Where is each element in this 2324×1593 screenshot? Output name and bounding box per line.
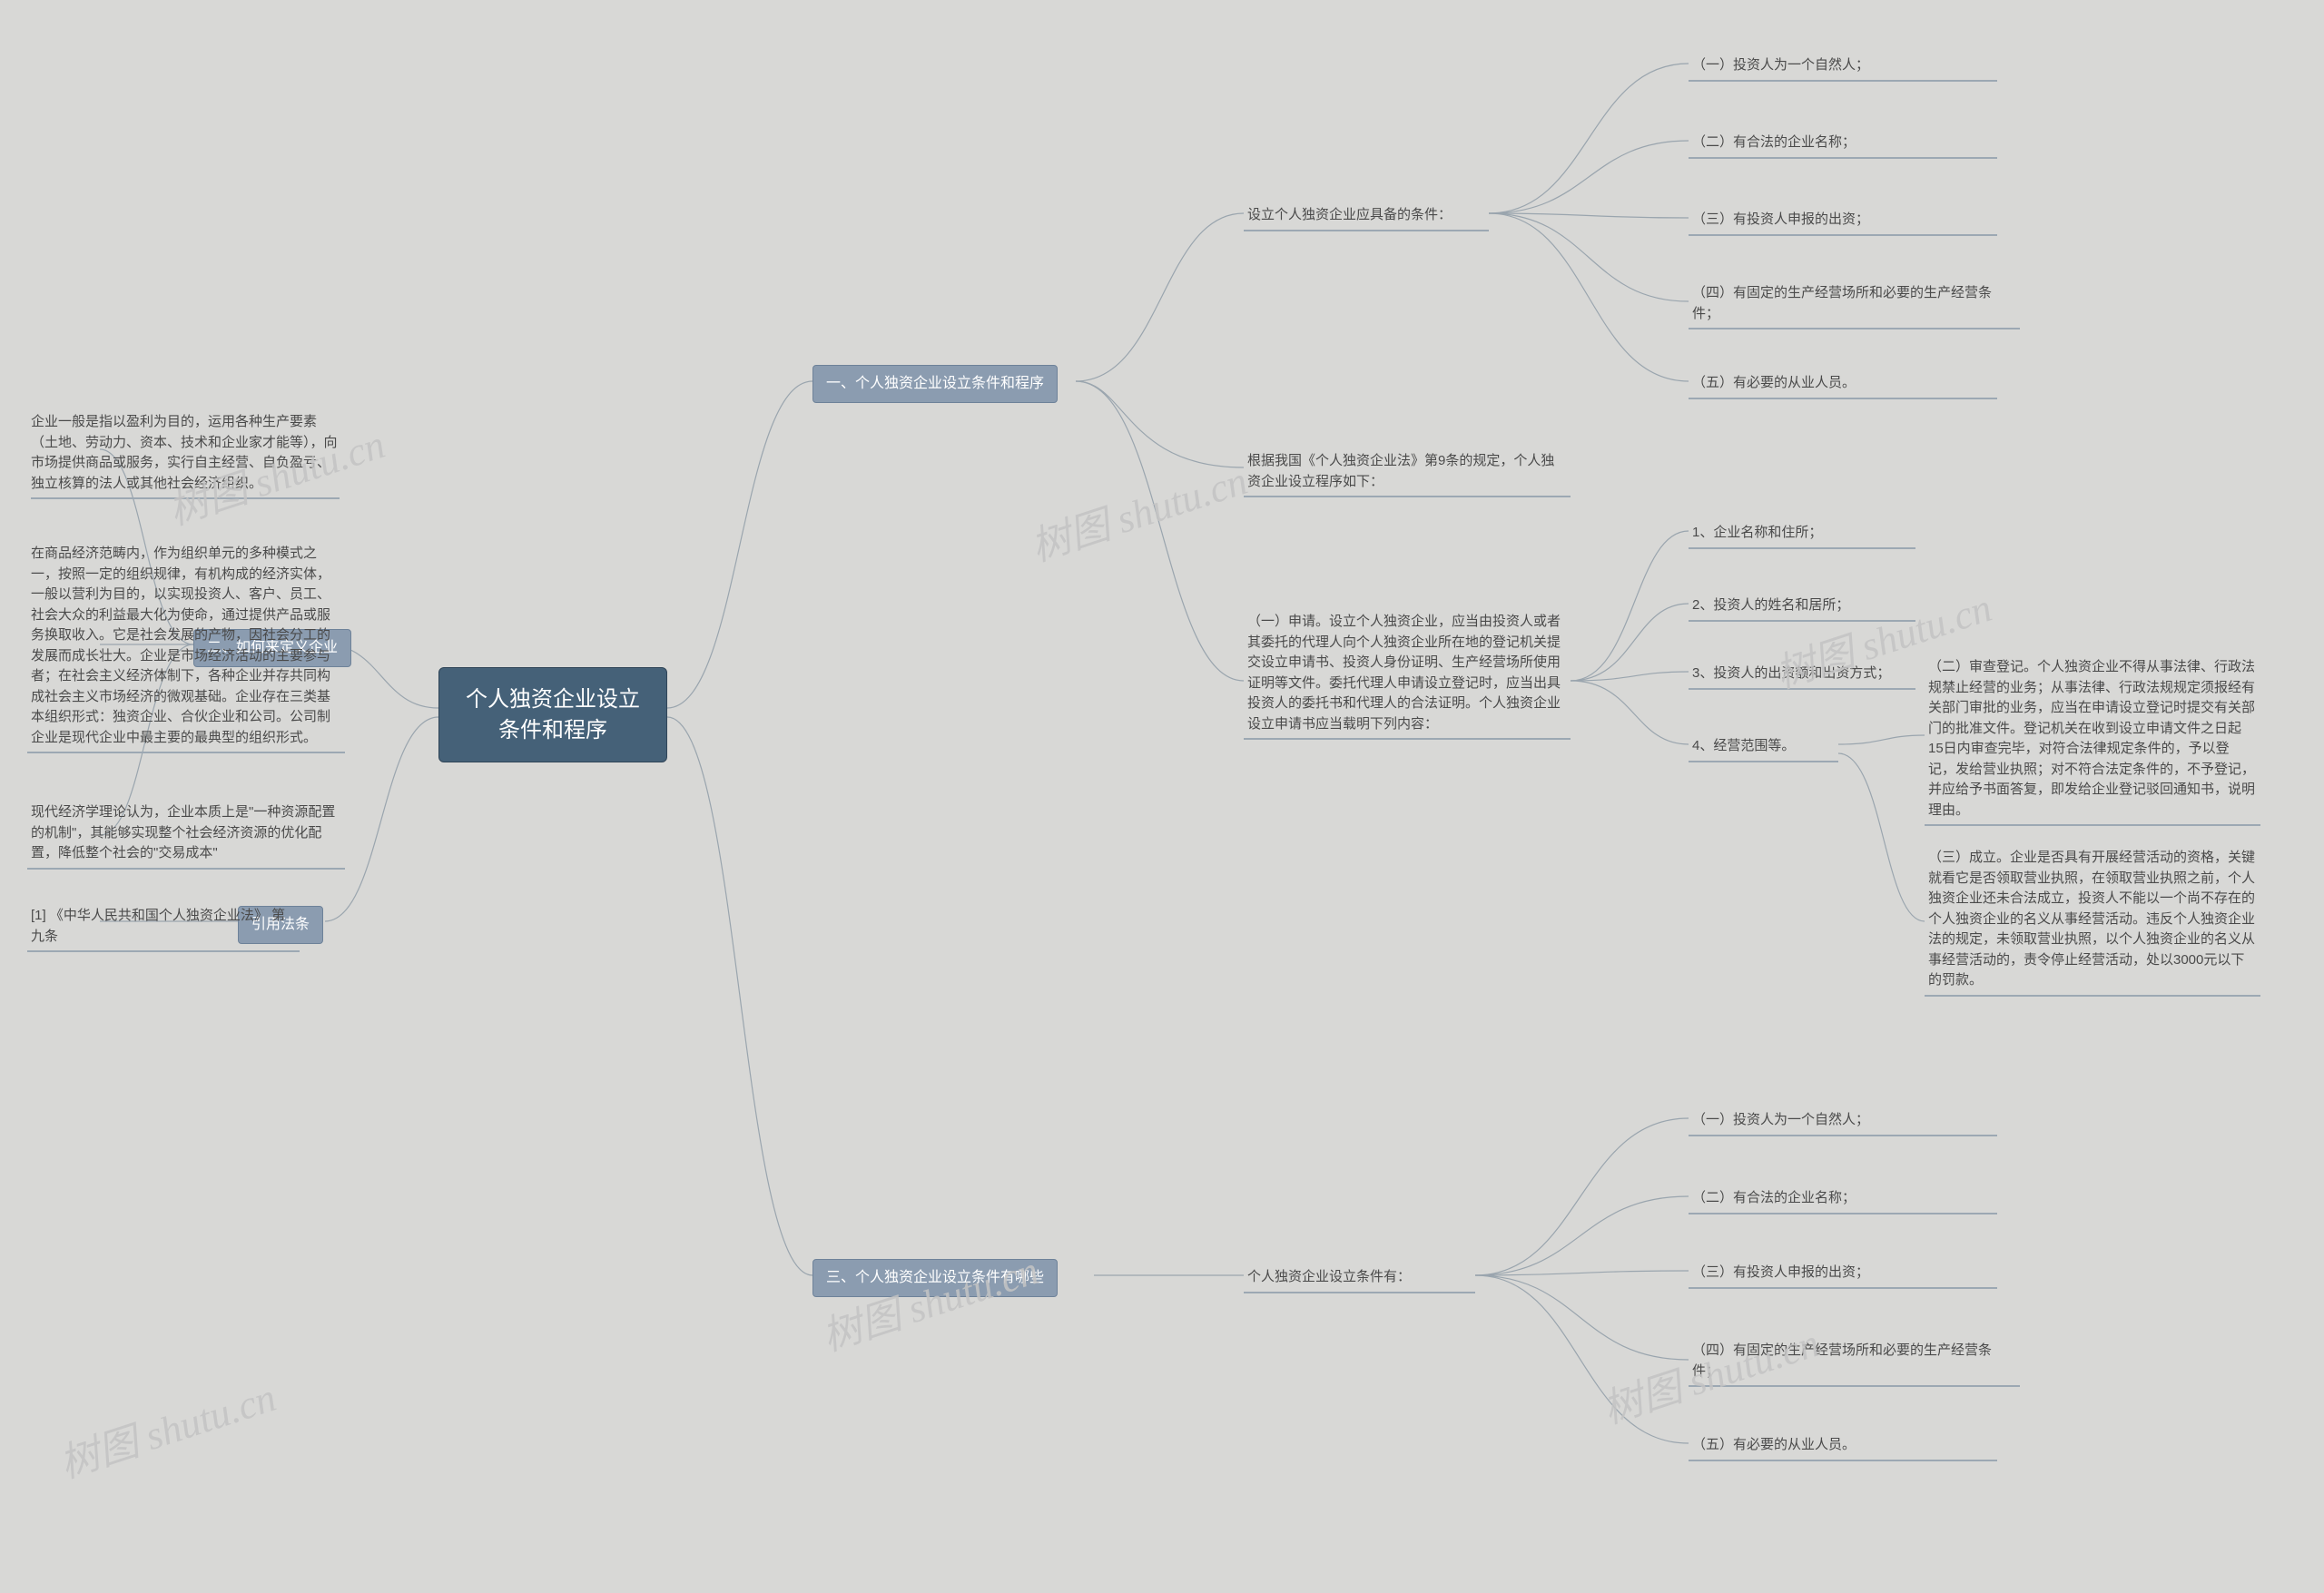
node-s1-cond-3[interactable]: （三）有投资人申报的出资； [1689, 206, 1997, 236]
node-s3-intro[interactable]: 个人独资企业设立条件有： [1244, 1264, 1475, 1293]
mindmap-root[interactable]: 个人独资企业设立条件和程序 [438, 667, 667, 762]
node-s3-cond-5[interactable]: （五）有必要的从业人员。 [1689, 1431, 1997, 1461]
watermark: 树图 shutu.cn [51, 1364, 282, 1489]
branch-section-3[interactable]: 三、个人独资企业设立条件有哪些 [812, 1259, 1058, 1297]
node-ref-1[interactable]: [1] 《中华人民共和国个人独资企业法》 第九条 [27, 902, 300, 952]
node-s1-apply-2[interactable]: 2、投资人的姓名和居所； [1689, 592, 1915, 622]
node-s2-def-1[interactable]: 企业一般是指以盈利为目的，运用各种生产要素（土地、劳动力、资本、技术和企业家才能… [27, 408, 345, 503]
node-s3-cond-4[interactable]: （四）有固定的生产经营场所和必要的生产经营条件； [1689, 1337, 2020, 1387]
watermark: 树图 shutu.cn [813, 1237, 1045, 1362]
root-label: 个人独资企业设立条件和程序 [466, 687, 640, 742]
node-s2-def-2[interactable]: 在商品经济范畴内，作为组织单元的多种模式之一，按照一定的组织规律，有机构成的经济… [27, 540, 345, 753]
node-s3-cond-3[interactable]: （三）有投资人申报的出资； [1689, 1259, 1997, 1289]
node-s1-apply-4[interactable]: 4、经营范围等。 [1689, 733, 1838, 762]
node-s1-apply-3[interactable]: 3、投资人的出资额和出资方式； [1689, 660, 1915, 690]
watermark: 树图 shutu.cn [1022, 447, 1254, 572]
branch-label: 三、个人独资企业设立条件有哪些 [826, 1270, 1044, 1285]
node-s1-apply[interactable]: （一）申请。设立个人独资企业，应当由投资人或者其委托的代理人向个人独资企业所在地… [1244, 608, 1571, 740]
node-s3-cond-1[interactable]: （一）投资人为一个自然人； [1689, 1106, 1997, 1136]
node-s1-law9[interactable]: 根据我国《个人独资企业法》第9条的规定，个人独资企业设立程序如下： [1244, 447, 1571, 497]
node-s1-cond-1[interactable]: （一）投资人为一个自然人； [1689, 52, 1997, 82]
node-s1-review[interactable]: （二）审查登记。个人独资企业不得从事法律、行政法规禁止经营的业务；从事法律、行政… [1925, 654, 2260, 826]
branch-section-1[interactable]: 一、个人独资企业设立条件和程序 [812, 365, 1058, 403]
node-s1-establish[interactable]: （三）成立。企业是否具有开展经营活动的资格，关键就看它是否领取营业执照，在领取营… [1925, 844, 2260, 997]
node-s1-cond-5[interactable]: （五）有必要的从业人员。 [1689, 369, 1997, 399]
node-s1-cond-4[interactable]: （四）有固定的生产经营场所和必要的生产经营条件； [1689, 280, 2020, 329]
branch-label: 一、个人独资企业设立条件和程序 [826, 376, 1044, 391]
node-s3-cond-2[interactable]: （二）有合法的企业名称； [1689, 1185, 1997, 1214]
node-s2-def-3[interactable]: 现代经济学理论认为，企业本质上是"一种资源配置的机制"，其能够实现整个社会经济资… [27, 799, 345, 870]
node-s1-conditions[interactable]: 设立个人独资企业应具备的条件： [1244, 202, 1489, 231]
node-s1-cond-2[interactable]: （二）有合法的企业名称； [1689, 129, 1997, 159]
node-s1-apply-1[interactable]: 1、企业名称和住所； [1689, 519, 1915, 549]
